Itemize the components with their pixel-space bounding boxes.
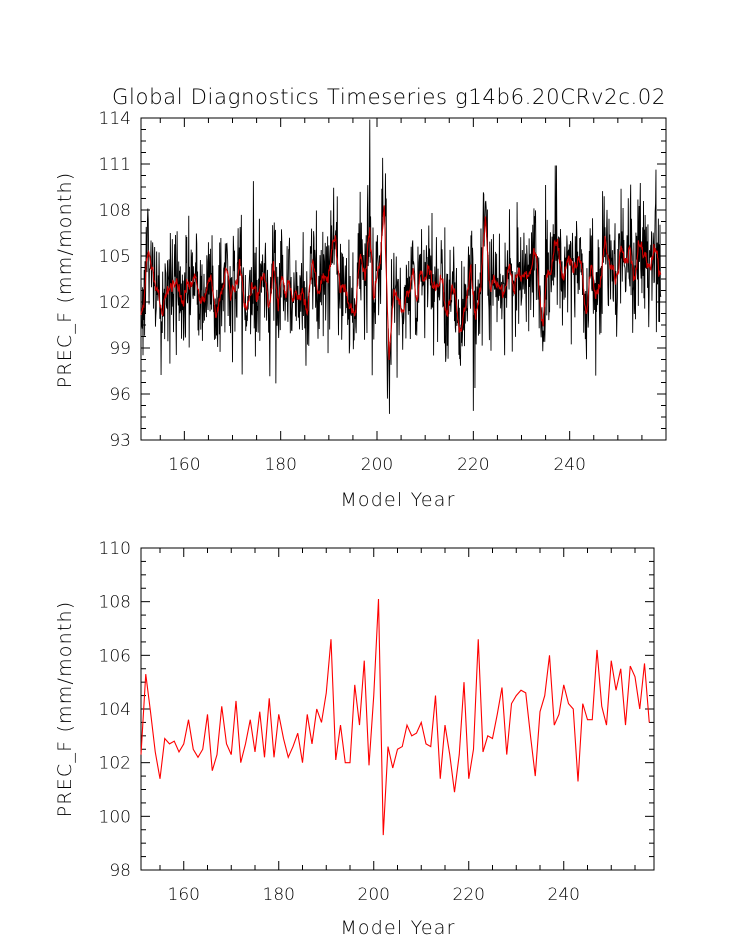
series-lines-top <box>140 119 662 414</box>
x-tick-label: 220 <box>457 455 489 475</box>
x-axis-ticks-bottom: 160 180 200 220 240 <box>159 548 636 905</box>
x-tick-label: 160 <box>168 455 200 475</box>
series-line-monthly <box>140 119 662 414</box>
y-tick-label: 102 <box>99 293 131 313</box>
timeseries-chart-annual: 98 100 102 104 106 108 110 160 180 200 220 240 Mod… <box>54 539 655 939</box>
y-tick-label: 96 <box>109 385 131 405</box>
x-tick-label: 240 <box>553 455 585 475</box>
series-line-annual-mean <box>140 598 650 836</box>
x-tick-label: 220 <box>453 885 485 905</box>
x-axis-label: Model Year <box>340 489 455 511</box>
series-lines-bottom <box>140 598 650 836</box>
y-tick-label: 114 <box>99 109 131 129</box>
y-axis-label: PREC_F (mm/month) <box>54 172 76 389</box>
x-axis-label: Model Year <box>340 917 455 939</box>
y-tick-label: 100 <box>99 807 131 827</box>
x-tick-label: 160 <box>168 885 200 905</box>
x-tick-label: 180 <box>264 455 296 475</box>
y-tick-label: 99 <box>109 339 131 359</box>
y-tick-label: 106 <box>99 646 131 666</box>
y-axis-ticks-top: 93 96 99 102 105 108 111 114 <box>99 109 666 451</box>
y-tick-label: 105 <box>99 247 131 267</box>
y-tick-label: 108 <box>99 593 131 613</box>
chart-title: Global Diagnostics Timeseries g14b6.20CR… <box>112 85 666 109</box>
x-tick-label: 200 <box>358 885 390 905</box>
y-tick-label: 111 <box>99 155 131 175</box>
y-tick-label: 98 <box>109 861 131 881</box>
x-tick-label: 180 <box>263 885 295 905</box>
series-line-running-mean <box>140 205 662 361</box>
y-tick-label: 108 <box>99 201 131 221</box>
x-axis-ticks-top: 160 180 200 220 240 <box>159 118 667 475</box>
x-tick-label: 200 <box>361 455 393 475</box>
y-tick-label: 102 <box>99 754 131 774</box>
timeseries-chart-monthly: Global Diagnostics Timeseries g14b6.20CR… <box>54 85 667 511</box>
plot-frame-bottom <box>140 547 655 871</box>
y-axis-ticks-bottom: 98 100 102 104 106 108 110 <box>99 539 654 881</box>
y-tick-label: 104 <box>99 700 131 720</box>
y-axis-label: PREC_F (mm/month) <box>54 601 76 818</box>
x-tick-label: 240 <box>548 885 580 905</box>
y-tick-label: 110 <box>99 539 131 559</box>
y-tick-label: 93 <box>109 431 131 451</box>
